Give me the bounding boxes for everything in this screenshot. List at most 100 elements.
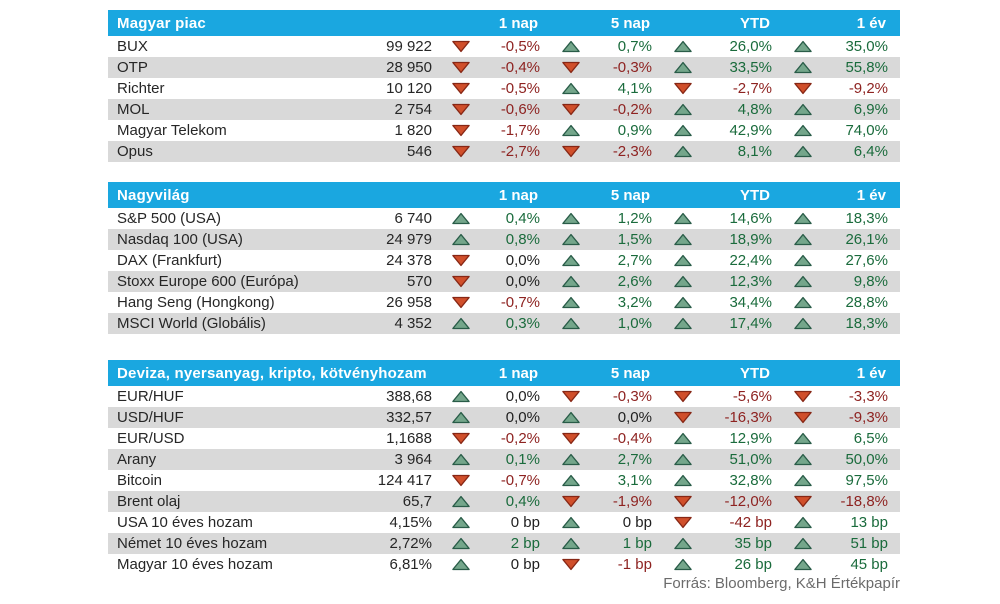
market-table-2: Nagyvilág 1 nap 5 nap YTD 1 év S&P 500 (USA) 6… [108, 182, 900, 334]
down-arrow-icon [548, 61, 594, 74]
instrument-name: Stoxx Europe 600 (Európa) [117, 273, 299, 290]
down-arrow-icon [548, 558, 594, 571]
change-value-1nap: -0,4% [500, 59, 540, 76]
up-arrow-icon [780, 212, 826, 225]
column-header-1nap: 1 nap [498, 14, 538, 32]
instrument-value: 1,1688 [386, 430, 432, 447]
change-value-1nap: 0 bp [510, 514, 540, 531]
change-value-5nap: 2,7% [617, 451, 652, 468]
up-arrow-icon [780, 453, 826, 466]
down-arrow-icon [440, 275, 482, 288]
table-row: USD/HUF 332,57 0,0% 0,0% -16,3% -9,3% [108, 407, 900, 428]
change-value-1ev: 6,5% [853, 430, 888, 447]
up-arrow-icon [660, 558, 706, 571]
change-value-1nap: -0,5% [500, 80, 540, 97]
up-arrow-icon [440, 495, 482, 508]
change-value-1nap: -0,5% [500, 38, 540, 55]
up-arrow-icon [780, 124, 826, 137]
change-value-ytd: 4,8% [737, 101, 772, 118]
market-table-3: Deviza, nyersanyag, kripto, kötvényhozam… [108, 360, 900, 575]
up-arrow-icon [780, 233, 826, 246]
column-header-1ev: 1 év [856, 364, 886, 382]
table-title: Deviza, nyersanyag, kripto, kötvényhozam [117, 364, 427, 382]
change-value-1ev: -9,3% [848, 409, 888, 426]
change-value-1nap: -0,7% [500, 472, 540, 489]
instrument-value: 28 950 [386, 59, 432, 76]
table-row: BUX 99 922 -0,5% 0,7% 26,0% 35,0% [108, 36, 900, 57]
change-value-1ev: -18,8% [840, 493, 888, 510]
instrument-value: 26 958 [386, 294, 432, 311]
column-header-1ev: 1 év [856, 14, 886, 32]
change-value-1ev: 97,5% [845, 472, 888, 489]
change-value-ytd: -5,6% [732, 388, 772, 405]
up-arrow-icon [440, 212, 482, 225]
down-arrow-icon [440, 103, 482, 116]
column-header-ytd: YTD [740, 186, 770, 204]
instrument-name: MOL [117, 101, 150, 118]
instrument-name: Opus [117, 143, 153, 160]
down-arrow-icon [440, 432, 482, 445]
instrument-value: 10 120 [386, 80, 432, 97]
up-arrow-icon [780, 558, 826, 571]
instrument-value: 124 417 [377, 472, 432, 489]
change-value-ytd: 22,4% [729, 252, 772, 269]
up-arrow-icon [548, 516, 594, 529]
up-arrow-icon [660, 432, 706, 445]
up-arrow-icon [548, 296, 594, 309]
instrument-value: 388,68 [386, 388, 432, 405]
up-arrow-icon [780, 40, 826, 53]
change-value-1ev: -9,2% [848, 80, 888, 97]
table-row: MOL 2 754 -0,6% -0,2% 4,8% 6,9% [108, 99, 900, 120]
change-value-ytd: -2,7% [732, 80, 772, 97]
down-arrow-icon [548, 432, 594, 445]
down-arrow-icon [780, 82, 826, 95]
change-value-5nap: 1,5% [617, 231, 652, 248]
table-row: OTP 28 950 -0,4% -0,3% 33,5% 55,8% [108, 57, 900, 78]
instrument-value: 3 964 [394, 451, 432, 468]
table-header: Deviza, nyersanyag, kripto, kötvényhozam… [108, 360, 900, 386]
change-value-ytd: 26,0% [729, 38, 772, 55]
table-row: DAX (Frankfurt) 24 378 0,0% 2,7% 22,4% 27,6% [108, 250, 900, 271]
change-value-5nap: -1,9% [612, 493, 652, 510]
change-value-ytd: 12,3% [729, 273, 772, 290]
change-value-1ev: 51 bp [850, 535, 888, 552]
change-value-1ev: 27,6% [845, 252, 888, 269]
table-row: USA 10 éves hozam 4,15% 0 bp 0 bp -42 bp 13 b… [108, 512, 900, 533]
change-value-ytd: 12,9% [729, 430, 772, 447]
up-arrow-icon [780, 254, 826, 267]
up-arrow-icon [440, 558, 482, 571]
down-arrow-icon [440, 40, 482, 53]
up-arrow-icon [440, 516, 482, 529]
up-arrow-icon [440, 453, 482, 466]
change-value-ytd: -42 bp [729, 514, 772, 531]
change-value-ytd: 51,0% [729, 451, 772, 468]
table-row: Nasdaq 100 (USA) 24 979 0,8% 1,5% 18,9% 26,1% [108, 229, 900, 250]
up-arrow-icon [548, 82, 594, 95]
change-value-1nap: 0,4% [505, 210, 540, 227]
change-value-1ev: 28,8% [845, 294, 888, 311]
column-header-1ev: 1 év [856, 186, 886, 204]
up-arrow-icon [660, 296, 706, 309]
table-row: Magyar 10 éves hozam 6,81% 0 bp -1 bp 26 bp 4… [108, 554, 900, 575]
table-row: Német 10 éves hozam 2,72% 2 bp 1 bp 35 bp 51 … [108, 533, 900, 554]
market-table-1: Magyar piac 1 nap 5 nap YTD 1 év BUX 99 922 -0,… [108, 10, 900, 162]
change-value-ytd: -16,3% [724, 409, 772, 426]
up-arrow-icon [780, 432, 826, 445]
change-value-ytd: 35 bp [734, 535, 772, 552]
change-value-5nap: -1 bp [617, 556, 652, 573]
up-arrow-icon [660, 212, 706, 225]
up-arrow-icon [548, 537, 594, 550]
change-value-ytd: 34,4% [729, 294, 772, 311]
change-value-ytd: 32,8% [729, 472, 772, 489]
change-value-1ev: 6,9% [853, 101, 888, 118]
up-arrow-icon [660, 103, 706, 116]
change-value-1ev: 35,0% [845, 38, 888, 55]
up-arrow-icon [440, 537, 482, 550]
instrument-name: Brent olaj [117, 493, 181, 510]
change-value-ytd: 17,4% [729, 315, 772, 332]
down-arrow-icon [440, 296, 482, 309]
instrument-name: Arany [117, 451, 157, 468]
up-arrow-icon [660, 317, 706, 330]
down-arrow-icon [440, 474, 482, 487]
instrument-name: EUR/HUF [117, 388, 184, 405]
